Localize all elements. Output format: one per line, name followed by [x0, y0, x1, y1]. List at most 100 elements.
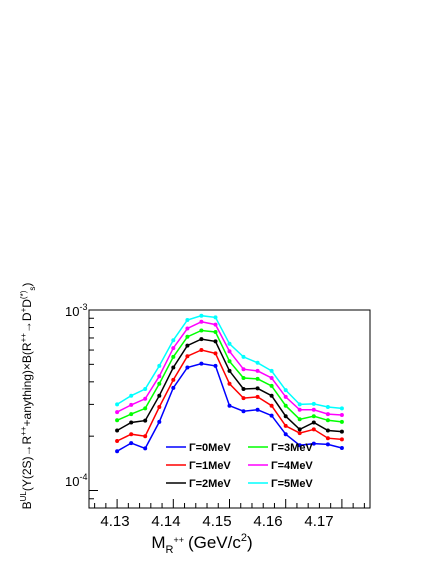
data-point — [115, 402, 120, 407]
data-point — [255, 360, 260, 365]
data-point — [213, 363, 218, 368]
data-point — [311, 407, 316, 412]
data-point — [115, 418, 120, 423]
series-2 — [115, 337, 344, 434]
data-point — [255, 376, 260, 381]
series-line — [116, 321, 342, 416]
data-point — [297, 407, 302, 412]
data-point — [115, 428, 120, 433]
legend-label: Γ=4MeV — [271, 460, 313, 472]
data-point — [269, 393, 274, 398]
x-tick-label: 4.17 — [304, 513, 333, 530]
data-point — [185, 326, 190, 331]
data-point — [269, 376, 274, 380]
data-point — [283, 388, 288, 393]
data-point — [297, 402, 302, 407]
data-point — [227, 368, 232, 373]
data-point — [227, 341, 232, 346]
legend-label: Γ=0MeV — [189, 442, 231, 454]
series-3 — [115, 328, 344, 424]
data-point — [115, 410, 120, 415]
data-point — [157, 405, 162, 409]
data-point — [129, 420, 134, 425]
data-point — [115, 449, 120, 454]
data-point — [255, 394, 260, 399]
data-point — [339, 437, 344, 442]
data-point — [241, 409, 246, 414]
data-point — [297, 417, 302, 422]
data-point — [339, 419, 344, 424]
data-point — [199, 348, 204, 352]
legend-label: Γ=3MeV — [271, 442, 313, 454]
data-point — [143, 434, 148, 439]
data-point — [143, 406, 148, 411]
data-point — [213, 351, 218, 356]
data-point — [157, 363, 162, 368]
data-point — [199, 328, 204, 333]
data-point — [311, 427, 316, 432]
x-tick-label: 4.16 — [253, 513, 282, 530]
data-point — [157, 393, 162, 398]
y-axis-title: BUL(Υ(2S)→R+++anything)×B(R++→D+D(*)s) — [19, 283, 37, 510]
data-point — [143, 446, 148, 451]
x-tick-label: 4.13 — [100, 513, 129, 530]
data-point — [325, 412, 330, 417]
data-point — [339, 429, 344, 434]
data-point — [227, 359, 232, 364]
data-point — [129, 412, 134, 417]
data-point — [129, 432, 134, 437]
data-point — [325, 442, 330, 447]
data-point — [143, 387, 148, 391]
data-point — [129, 441, 134, 446]
data-point — [157, 419, 162, 424]
data-point — [185, 365, 190, 370]
data-point — [269, 383, 274, 388]
data-point — [143, 418, 148, 423]
data-point — [325, 418, 330, 423]
data-point — [241, 376, 246, 380]
data-point — [129, 393, 134, 398]
data-point — [283, 432, 288, 437]
data-point — [283, 414, 288, 419]
data-point — [255, 386, 260, 391]
data-point — [171, 338, 176, 343]
legend: Γ=0MeV Γ=3MeV Γ=1MeV Γ=4MeV Γ=2MeV Γ=5Me… — [166, 442, 313, 490]
series-0 — [115, 361, 344, 454]
axis-ticks — [89, 309, 365, 509]
data-point — [171, 354, 176, 359]
data-point — [185, 354, 190, 359]
data-point — [283, 394, 288, 399]
series-line — [116, 349, 342, 442]
data-point — [241, 367, 246, 372]
data-point — [115, 439, 120, 443]
data-point — [325, 428, 330, 433]
legend-label: Γ=1MeV — [189, 460, 231, 472]
data-point — [213, 330, 218, 334]
data-point — [311, 441, 316, 446]
series-4 — [115, 319, 344, 417]
data-point — [297, 443, 302, 448]
data-point — [157, 381, 162, 386]
data-point — [213, 339, 218, 344]
data-point — [185, 334, 190, 339]
data-point — [283, 403, 288, 408]
data-point — [297, 431, 302, 436]
data-point — [311, 420, 316, 425]
legend-label: Γ=5MeV — [271, 478, 313, 490]
data-point — [213, 322, 218, 327]
series-1 — [115, 348, 344, 443]
data-point — [227, 381, 232, 386]
data-point — [213, 315, 218, 320]
data-point — [199, 337, 204, 342]
data-point — [241, 387, 246, 391]
data-point — [255, 407, 260, 412]
data-point — [339, 406, 344, 411]
data-point — [311, 401, 316, 406]
data-point — [255, 368, 260, 373]
data-point — [171, 377, 176, 382]
data-point — [325, 405, 330, 409]
data-point — [199, 313, 204, 318]
data-point — [241, 396, 246, 401]
data-point — [199, 319, 204, 324]
